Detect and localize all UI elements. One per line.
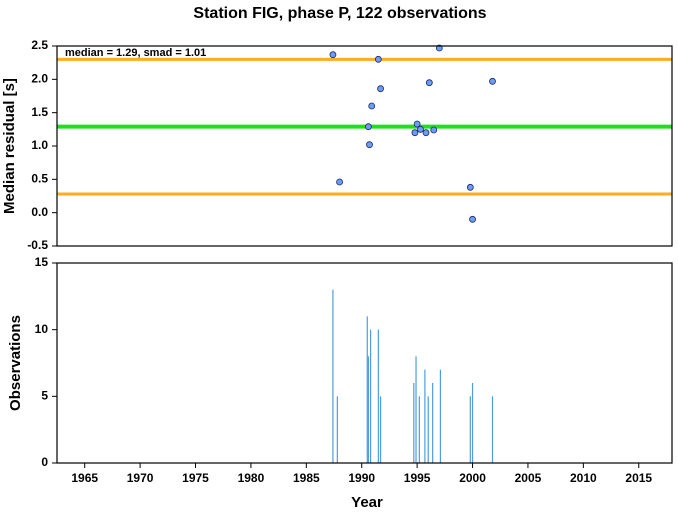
point <box>336 178 343 186</box>
x-tick-label: 1965 <box>71 471 98 485</box>
y-tick-label: 2.5 <box>31 38 48 52</box>
x-tick-label: 1980 <box>238 471 265 485</box>
bar <box>366 316 368 463</box>
bar <box>427 396 429 463</box>
bar <box>424 369 426 463</box>
y-tick-label: -0.5 <box>27 238 48 252</box>
point <box>469 215 476 223</box>
bar <box>413 383 415 463</box>
y-axis-label: Observations <box>7 315 24 411</box>
x-tick-label: 2010 <box>570 471 597 485</box>
point <box>417 125 424 133</box>
point <box>411 129 419 137</box>
point <box>364 123 372 131</box>
bar <box>471 383 474 463</box>
point <box>430 126 438 134</box>
point <box>466 183 474 191</box>
x-tick-label: 2015 <box>625 471 652 485</box>
bar <box>432 383 434 463</box>
bar <box>439 369 442 463</box>
point <box>329 51 337 59</box>
point <box>413 120 421 128</box>
bar <box>415 356 417 463</box>
point <box>377 85 384 93</box>
plot-frame <box>56 45 673 247</box>
bar <box>336 396 338 463</box>
y-tick-label: 1.0 <box>31 138 48 152</box>
y-tick-label: 2.0 <box>31 72 48 86</box>
y-tick-label: 1.5 <box>31 105 48 119</box>
y-axis-label: Median residual [s] <box>1 78 18 214</box>
y-tick-label: 0.5 <box>31 172 48 186</box>
bar <box>332 289 334 463</box>
x-tick-label: 1975 <box>182 471 209 485</box>
bar <box>418 396 420 463</box>
point <box>489 77 496 85</box>
x-tick-label: 2005 <box>515 471 542 485</box>
bar <box>491 396 494 463</box>
x-tick-label: 1990 <box>348 471 375 485</box>
point <box>368 102 376 110</box>
chart-title: Station FIG, phase P, 122 observations <box>193 5 486 22</box>
plot-frame <box>56 262 673 464</box>
point <box>425 79 433 87</box>
x-tick-label: 2000 <box>459 471 486 485</box>
y-tick-label: 15 <box>35 255 49 269</box>
bar <box>469 396 471 463</box>
bar <box>367 356 369 463</box>
x-tick-label: 1970 <box>127 471 154 485</box>
bar <box>379 396 382 463</box>
x-tick-label: 1995 <box>404 471 431 485</box>
y-tick-label: 0.0 <box>31 205 48 219</box>
x-tick-label: 1985 <box>293 471 320 485</box>
y-tick-label: 5 <box>41 389 48 403</box>
y-tick-label: 10 <box>35 322 49 336</box>
point <box>422 129 430 137</box>
y-tick-label: 0 <box>41 455 48 469</box>
point <box>366 141 373 149</box>
annotation: median = 1.29, smad = 1.01 <box>65 47 206 59</box>
point <box>374 55 382 63</box>
bar <box>369 329 372 463</box>
x-axis-label: Year <box>351 494 383 511</box>
bar <box>377 329 379 463</box>
